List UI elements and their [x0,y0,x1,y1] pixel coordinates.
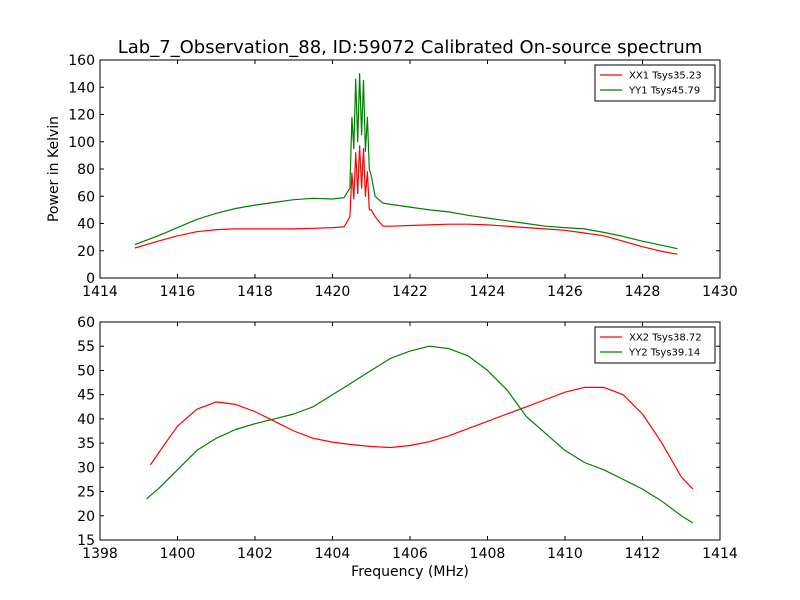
legend-label: YY2 Tsys39.14 [628,348,700,359]
y-tick-label: 35 [77,436,95,452]
x-tick-label: 1400 [160,546,196,562]
y-tick-label: 25 [77,485,95,501]
y-tick-label: 20 [77,244,95,260]
y-tick-label: 55 [77,339,95,355]
y-axis-label: Power in Kelvin [46,116,62,222]
y-tick-label: 120 [68,108,95,124]
legend-label: XX1 Tsys35.23 [629,71,702,82]
y-tick-label: 100 [68,135,95,151]
y-tick-label: 60 [77,189,95,205]
x-tick-label: 1430 [702,284,738,300]
x-tick-label: 1422 [392,284,428,300]
series-line-2-1 [149,386,694,490]
x-tick-label: 1404 [315,546,351,562]
series-line-1-2 [134,72,678,250]
y-tick-label: 0 [86,271,95,287]
x-tick-label: 1426 [547,284,583,300]
x-tick-label: 1420 [315,284,351,300]
y-tick-label: 30 [77,460,95,476]
legend: XX1 Tsys35.23 YY1 Tsys45.79 [594,64,716,102]
legend-box [594,326,716,364]
series-line-1-1 [134,145,678,255]
x-tick-label: 1398 [82,546,118,562]
y-tick-label: 140 [68,80,95,96]
x-tick-label: 1414 [82,284,118,300]
x-tick-label: 1428 [625,284,661,300]
figure-title: Lab_7_Observation_88, ID:59072 Calibrate… [118,37,703,58]
x-tick-label: 1402 [237,546,273,562]
x-tick-label: 1412 [625,546,661,562]
y-tick-label: 15 [77,533,95,549]
top-spectrum-plot: 1414 1416 1418 1420 1422 1424 1426 1428 1430 0 20 4… [46,53,738,300]
x-axis-label: Frequency (MHz) [351,564,469,580]
bottom-spectrum-plot: 1398 1400 1402 1404 1406 1408 1410 1412 1414 15 20… [77,315,738,580]
x-tick-label: 1416 [160,284,196,300]
legend-label: YY1 Tsys45.79 [628,86,700,97]
x-tick-label: 1414 [702,546,738,562]
x-tick-label: 1408 [470,546,506,562]
y-tick-label: 50 [77,363,95,379]
y-tick-label: 45 [77,388,95,404]
y-tick-label: 160 [68,53,95,69]
series-line-2-2 [146,345,694,524]
legend-box [594,64,716,102]
y-tick-label: 40 [77,217,95,233]
x-tick-label: 1418 [237,284,273,300]
legend: XX2 Tsys38.72 YY2 Tsys39.14 [594,326,716,364]
y-tick-label: 40 [77,412,95,428]
x-tick-label: 1406 [392,546,428,562]
x-tick-label: 1424 [470,284,506,300]
legend-label: XX2 Tsys38.72 [629,333,702,344]
y-tick-label: 80 [77,162,95,178]
x-tick-label: 1410 [547,546,583,562]
y-tick-label: 20 [77,509,95,525]
y-tick-label: 60 [77,315,95,331]
